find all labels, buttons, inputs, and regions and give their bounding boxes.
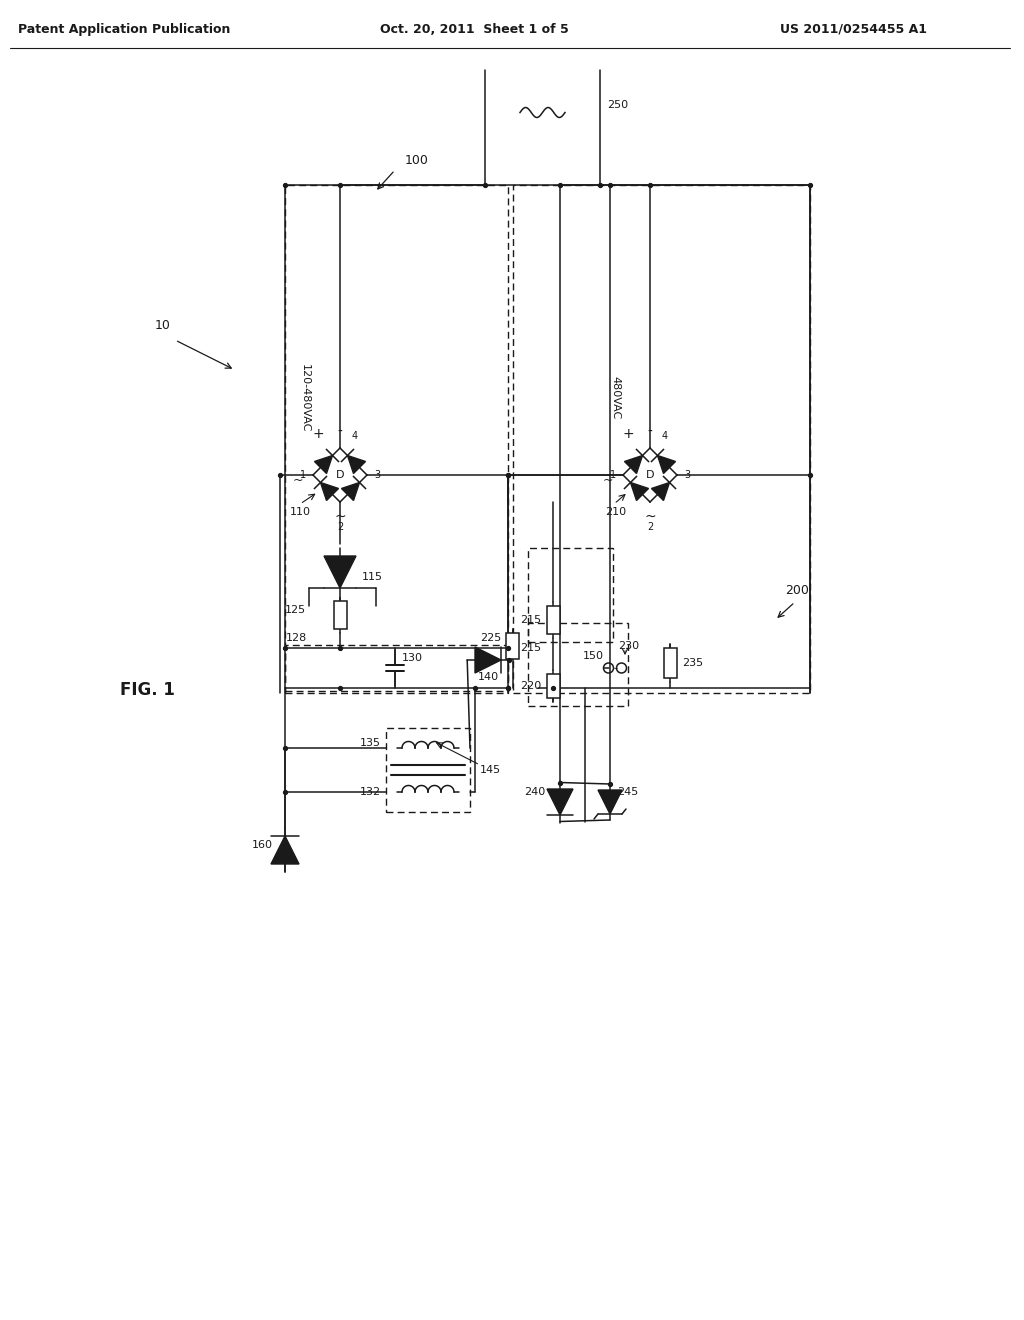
Text: Patent Application Publication: Patent Application Publication (18, 22, 230, 36)
Polygon shape (321, 483, 339, 500)
Text: ~: ~ (293, 474, 303, 487)
Text: 4: 4 (662, 432, 668, 441)
Text: 135: 135 (360, 738, 381, 748)
Text: -: - (647, 425, 652, 440)
Text: US 2011/0254455 A1: US 2011/0254455 A1 (780, 22, 927, 36)
Text: 132: 132 (359, 787, 381, 797)
Text: -: - (338, 425, 342, 440)
Bar (507, 634, 519, 659)
Bar (547, 606, 559, 634)
Text: 110: 110 (290, 507, 311, 517)
Text: 240: 240 (523, 787, 545, 797)
Text: 210: 210 (605, 507, 626, 517)
Text: 115: 115 (362, 572, 383, 582)
Text: 160: 160 (252, 840, 273, 850)
Polygon shape (631, 483, 648, 500)
Text: 4: 4 (352, 432, 358, 441)
Text: 10: 10 (155, 318, 171, 331)
Text: 1: 1 (300, 470, 306, 480)
Bar (528, 623, 628, 706)
Text: 215: 215 (520, 643, 541, 653)
Text: +: + (623, 426, 634, 441)
Text: 220: 220 (520, 681, 541, 690)
Polygon shape (271, 836, 299, 865)
Text: Oct. 20, 2011  Sheet 1 of 5: Oct. 20, 2011 Sheet 1 of 5 (380, 22, 568, 36)
Text: 250: 250 (607, 100, 628, 111)
Polygon shape (347, 455, 366, 474)
Polygon shape (314, 455, 333, 474)
Text: 2: 2 (337, 521, 343, 532)
Text: D: D (646, 470, 654, 480)
Bar (664, 648, 677, 678)
Text: 130: 130 (402, 653, 423, 663)
Text: 235: 235 (682, 657, 703, 668)
Text: FIG. 1: FIG. 1 (120, 681, 175, 700)
Text: 145: 145 (480, 766, 501, 775)
Text: 200: 200 (785, 583, 809, 597)
Text: ~: ~ (644, 510, 655, 524)
Polygon shape (625, 455, 642, 474)
Text: 3: 3 (684, 470, 690, 480)
Bar (334, 601, 346, 630)
Bar (547, 675, 559, 698)
Text: 225: 225 (480, 634, 501, 643)
Text: 128: 128 (286, 634, 307, 643)
Text: 150: 150 (583, 651, 604, 661)
Text: ~: ~ (602, 474, 613, 487)
Text: ~: ~ (334, 510, 346, 524)
Polygon shape (341, 483, 359, 500)
Polygon shape (651, 483, 670, 500)
Text: D: D (336, 470, 344, 480)
Polygon shape (598, 789, 622, 814)
Polygon shape (657, 455, 676, 474)
Text: +: + (312, 426, 324, 441)
Bar (528, 548, 613, 642)
Bar (285, 185, 508, 693)
Text: 140: 140 (477, 672, 499, 682)
Text: 100: 100 (406, 153, 429, 166)
Polygon shape (547, 789, 573, 814)
Bar (285, 645, 508, 690)
Text: 480VAC: 480VAC (610, 376, 620, 420)
Text: 2: 2 (647, 521, 653, 532)
Text: 125: 125 (285, 605, 306, 615)
Bar (513, 185, 810, 693)
Text: 1: 1 (610, 470, 616, 480)
Text: 245: 245 (617, 787, 638, 797)
Polygon shape (475, 647, 501, 673)
Text: 230: 230 (618, 642, 639, 651)
Text: 120-480VAC: 120-480VAC (300, 364, 310, 432)
Text: 3: 3 (374, 470, 380, 480)
Text: 215: 215 (520, 615, 541, 624)
Bar (386, 729, 470, 812)
Polygon shape (324, 556, 356, 587)
